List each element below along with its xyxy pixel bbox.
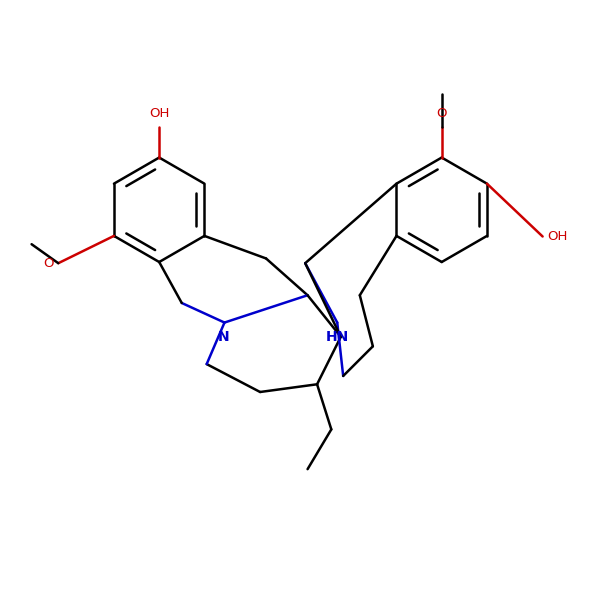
Text: methyl: methyl — [422, 78, 461, 88]
Text: O: O — [43, 257, 53, 270]
Text: N: N — [217, 329, 229, 344]
Text: OH: OH — [149, 107, 169, 119]
Text: O: O — [436, 107, 447, 119]
Text: OH: OH — [547, 230, 568, 243]
Text: methyl: methyl — [6, 258, 45, 268]
Text: HN: HN — [326, 329, 349, 344]
